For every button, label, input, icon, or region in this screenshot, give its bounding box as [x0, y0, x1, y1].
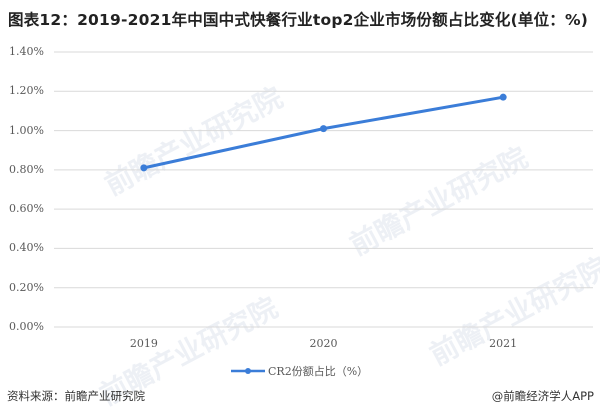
y-tick-label: 0.60%	[9, 202, 44, 216]
y-tick-label: 0.40%	[9, 241, 44, 255]
y-tick-label: 1.40%	[9, 45, 44, 58]
y-tick-label: 1.00%	[9, 123, 44, 137]
y-tick-label: 0.80%	[9, 162, 44, 176]
data-point[interactable]	[499, 93, 507, 101]
x-tick-label: 2020	[309, 337, 338, 350]
data-point[interactable]	[320, 125, 327, 133]
chart-title: 图表12：2019-2021年中国中式快餐行业top2企业市场份额占比变化(单位…	[8, 11, 589, 29]
x-tick-label: 2021	[489, 337, 518, 350]
legend-label: CR2份额占比（%）	[268, 365, 369, 378]
y-tick-label: 1.20%	[9, 84, 44, 98]
data-point[interactable]	[140, 164, 148, 172]
y-tick-label: 0.00%	[9, 320, 44, 333]
legend-line-marker-icon	[231, 368, 265, 374]
source-note: 资料来源：前瞻产业研究院	[7, 389, 145, 403]
legend: CR2份额占比（%）	[231, 363, 368, 379]
y-tick-label: 0.20%	[9, 280, 44, 294]
series-line	[143, 95, 504, 170]
x-tick-label: 2019	[129, 337, 158, 350]
credit-note: @前瞻经济学人APP	[491, 389, 594, 403]
